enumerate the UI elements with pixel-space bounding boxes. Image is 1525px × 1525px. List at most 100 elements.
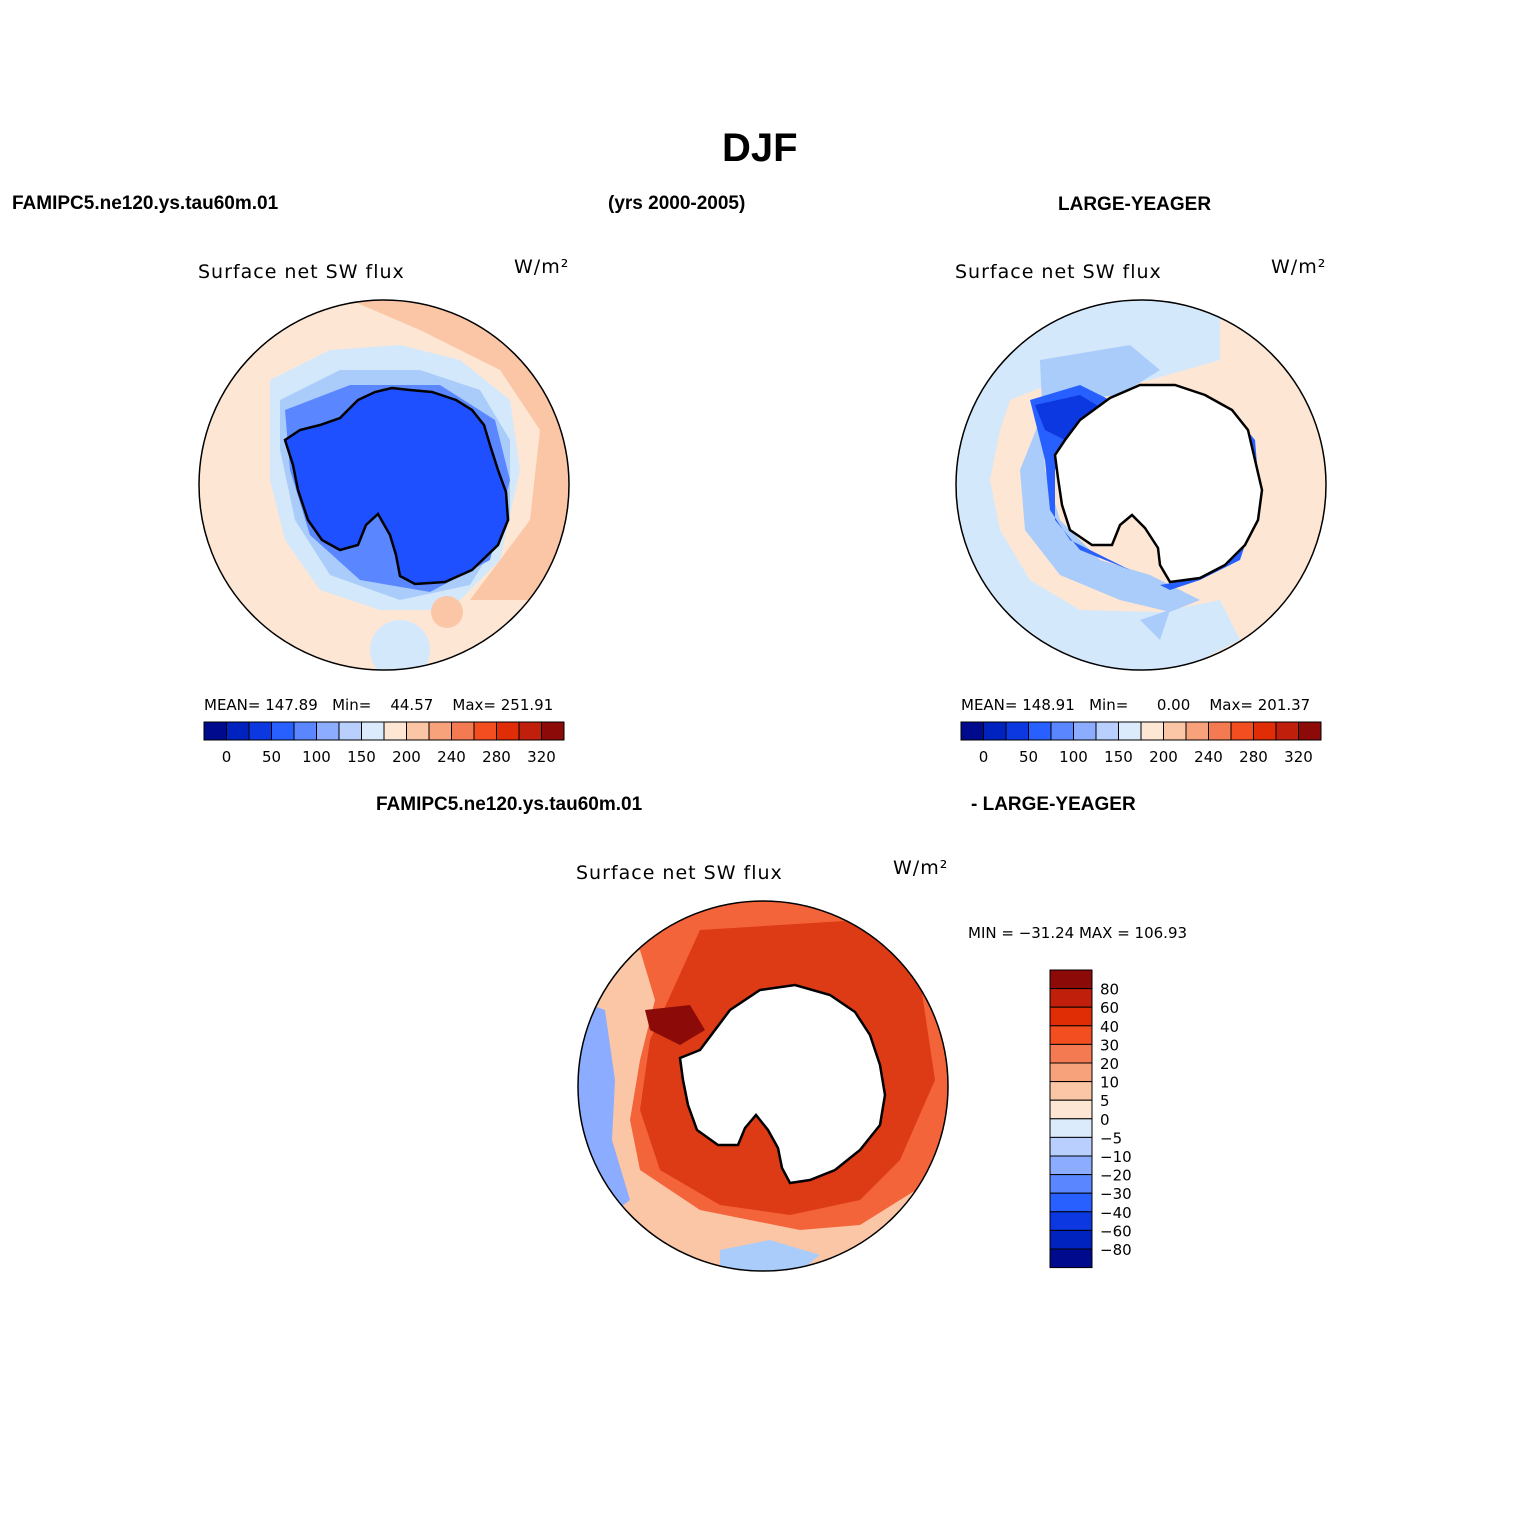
panel1-mean-label: MEAN=: [204, 696, 261, 714]
colorbar1-swatch: [248, 721, 272, 741]
colorbar3-swatch: [1049, 1099, 1093, 1120]
panel1-max-value: 251.91: [500, 696, 554, 714]
colorbar2-swatch: [1163, 721, 1187, 741]
panel1-variable-title: Surface net SW flux: [198, 261, 405, 283]
colorbar1-tick-label: 200: [392, 748, 421, 766]
colorbar2-tick-label: 0: [979, 748, 989, 766]
panel1-stats: MEAN= 147.89 Min= 44.57 Max= 251.91: [204, 696, 553, 714]
colorbar2-tick-label: 100: [1059, 748, 1088, 766]
panel3-units: W/m²: [893, 857, 949, 879]
colorbar3-swatch: [1049, 1136, 1093, 1157]
panel1-warm-ring-east: [350, 300, 569, 600]
colorbar2-swatch: [960, 721, 984, 741]
colorbar2-swatch: [1230, 721, 1254, 741]
colorbar2-swatch: [1298, 721, 1322, 741]
colorbar3-swatch: [1049, 988, 1093, 1008]
colorbar2-swatch: [1050, 721, 1074, 741]
colorbar1-swatch: [226, 721, 250, 741]
colorbar3-swatch: [1049, 969, 1093, 990]
colorbar1-swatch: [383, 721, 407, 741]
panel1-warm-patch: [431, 596, 463, 628]
colorbar3-tick-label: −5: [1100, 1129, 1122, 1147]
colorbar3-tick-label: 30: [1100, 1036, 1119, 1054]
panel2-min-label: Min=: [1089, 696, 1129, 714]
colorbar3-swatch: [1049, 1118, 1093, 1138]
years-label: (yrs 2000-2005): [608, 193, 746, 214]
colorbar1-tick-label: 240: [437, 748, 466, 766]
colorbar1-swatch: [428, 721, 452, 741]
colorbar3-tick-label: 40: [1100, 1018, 1119, 1036]
colorbar3-swatch: [1049, 1081, 1093, 1101]
colorbar2-swatch: [1253, 721, 1277, 741]
panel2-stats: MEAN= 148.91 Min= 0.00 Max= 201.37: [961, 696, 1310, 714]
colorbar3-tick-label: 5: [1100, 1092, 1110, 1110]
colorbar2-swatch: [1095, 721, 1119, 741]
panel2-cool-region-2: [1020, 345, 1200, 612]
colorbar3-swatch: [1049, 1043, 1093, 1064]
panel1-min-label: Min=: [332, 696, 372, 714]
colorbar2-swatch: [1073, 721, 1097, 741]
panel2-map: [955, 299, 1327, 671]
panel1-map-border: [198, 299, 570, 671]
panel1-map: [198, 299, 570, 671]
panel2-max-value: 201.37: [1257, 696, 1311, 714]
colorbar1-tick-label: 0: [222, 748, 232, 766]
panel2-mean-value: 148.91: [1022, 696, 1075, 714]
colorbar3-tick-label: −10: [1100, 1148, 1132, 1166]
colorbar2-swatch: [1005, 721, 1029, 741]
case-label-right: LARGE-YEAGER: [1058, 194, 1212, 215]
colorbar2-swatch: [1028, 721, 1052, 741]
colorbar3-swatch: [1049, 1248, 1093, 1269]
colorbar2-tick-label: 280: [1239, 748, 1268, 766]
colorbar2-tick-label: 50: [1019, 748, 1038, 766]
colorbar1-swatch: [316, 721, 340, 741]
colorbar1-tick-label: 280: [482, 748, 511, 766]
colorbar3-swatch: [1049, 1062, 1093, 1083]
panel1-max-label: Max=: [452, 696, 496, 714]
colorbar3-swatch: [1049, 1211, 1093, 1231]
colorbar2-swatch: [983, 721, 1007, 741]
panel3-range: MIN = −31.24 MAX = 106.93: [968, 924, 1188, 942]
colorbar1-swatch: [518, 721, 542, 741]
panel2-max-label: Max=: [1209, 696, 1253, 714]
colorbar2-swatch: [1140, 721, 1164, 741]
colorbar1-swatch: [473, 721, 497, 741]
colorbar1-swatch: [338, 721, 362, 741]
panel3-variable-title: Surface net SW flux: [576, 862, 783, 884]
colorbar1-swatch: [496, 721, 520, 741]
colorbar3-swatch: [1049, 1025, 1093, 1045]
colorbar1-swatch: [541, 721, 565, 741]
panel2-min-value: 0.00: [1156, 696, 1191, 714]
panel2-mean-label: MEAN=: [961, 696, 1018, 714]
panel2-cool-patch: [1140, 610, 1170, 640]
colorbar1-tick-label: 150: [347, 748, 376, 766]
colorbar1-swatch: [361, 721, 385, 741]
colorbar3-tick-label: 10: [1100, 1074, 1119, 1092]
colorbar3-swatch: [1049, 1192, 1093, 1213]
colorbar1-swatch: [271, 721, 295, 741]
diff-label-right: - LARGE-YEAGER: [971, 794, 1136, 815]
colorbar2-swatch: [1208, 721, 1232, 741]
colorbar3-swatch: [1049, 1174, 1093, 1194]
panel3-dark-patch: [645, 1005, 705, 1045]
colorbar3-tick-label: 80: [1100, 981, 1119, 999]
colorbar3-swatch: [1049, 1229, 1093, 1250]
colorbar1-tick-label: 50: [262, 748, 281, 766]
colorbars: 0 50 100 150 200 240 280 320 0 50 100 150 200 240 280 3…: [203, 721, 1322, 1269]
panel2-cool-region: [956, 300, 1240, 670]
colorbar1-swatch: [293, 721, 317, 741]
diff-label-left: FAMIPC5.ne120.ys.tau60m.01: [376, 794, 643, 815]
panel3-cool-south: [720, 1240, 820, 1271]
colorbar1-tick-label: 100: [302, 748, 331, 766]
colorbar3-tick-label: −60: [1100, 1222, 1132, 1240]
colorbar2-tick-label: 240: [1194, 748, 1223, 766]
colorbar2-swatch: [1118, 721, 1142, 741]
colorbar2-tick-label: 200: [1149, 748, 1178, 766]
colorbar1-swatch: [406, 721, 430, 741]
colorbar3-swatch: [1049, 1006, 1093, 1027]
panel3-map: [577, 900, 949, 1272]
panel2-variable-title: Surface net SW flux: [955, 261, 1162, 283]
panel1-antarctica-land: [283, 386, 510, 586]
colorbar3-tick-label: −20: [1100, 1167, 1132, 1185]
